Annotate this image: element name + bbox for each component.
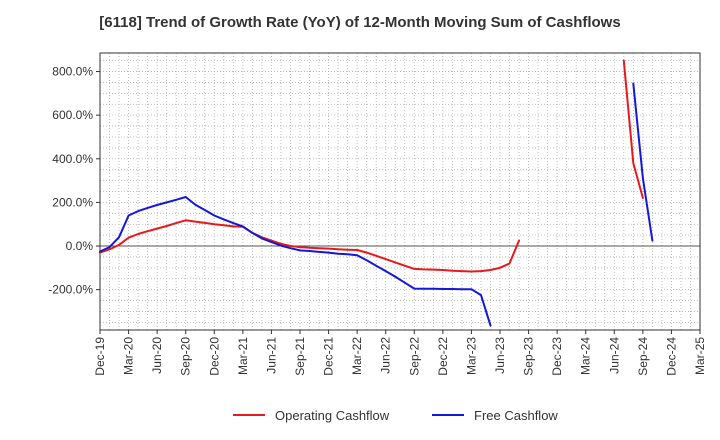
x-tick-label: Sep-22 [407,337,421,376]
x-tick-label: Dec-19 [93,337,107,376]
y-tick-label: 0.0% [66,239,94,253]
x-tick-label: Jun-23 [493,337,507,374]
x-tick-label: Dec-24 [664,337,678,376]
series-layer [99,59,654,327]
x-tick-label: Jun-22 [379,337,393,374]
series-line-operating-cashflow [99,219,520,273]
x-tick-label: Jun-20 [150,337,164,374]
legend-label: Operating Cashflow [275,408,390,423]
series-line-free-cashflow [99,196,492,327]
legend-label: Free Cashflow [474,408,558,423]
y-axis-ticks: -200.0% 0.0% 200.0% 400.0% 600.0% 800.0% [48,65,100,297]
x-tick-label: Mar-23 [464,337,478,375]
y-tick-label: -200.0% [48,283,93,297]
y-tick-label: 200.0% [52,195,93,209]
y-tick-label: 600.0% [52,108,93,122]
y-tick-label: 800.0% [52,65,93,79]
x-tick-label: Sep-21 [293,337,307,376]
x-tick-label: Mar-21 [236,337,250,375]
x-tick-label: Sep-20 [179,337,193,376]
x-tick-label: Sep-24 [636,337,650,376]
x-tick-label: Mar-22 [350,337,364,375]
x-tick-label: Dec-23 [550,337,564,376]
x-tick-label: Dec-20 [207,337,221,376]
legend: Operating Cashflow Free Cashflow [233,408,558,423]
plot-border [99,52,701,331]
x-tick-label: Jun-24 [607,337,621,374]
series-line-operating-cashflow [622,59,644,199]
x-tick-label: Dec-21 [322,337,336,376]
x-tick-label: Jun-21 [264,337,278,374]
x-tick-label: Mar-24 [579,337,593,375]
x-tick-label: Dec-22 [436,337,450,376]
series-line-free-cashflow [632,82,654,242]
x-tick-label: Mar-20 [122,337,136,375]
y-tick-label: 400.0% [52,152,93,166]
x-tick-label: Sep-23 [522,337,536,376]
x-tick-label: Mar-25 [693,337,707,375]
chart-title: [6118] Trend of Growth Rate (YoY) of 12-… [99,14,621,31]
x-axis-ticks: Dec-19 Mar-20 Jun-20 Sep-20 Dec-20 Mar-21 Jun-… [93,330,707,376]
horizontal-grid [100,60,700,323]
